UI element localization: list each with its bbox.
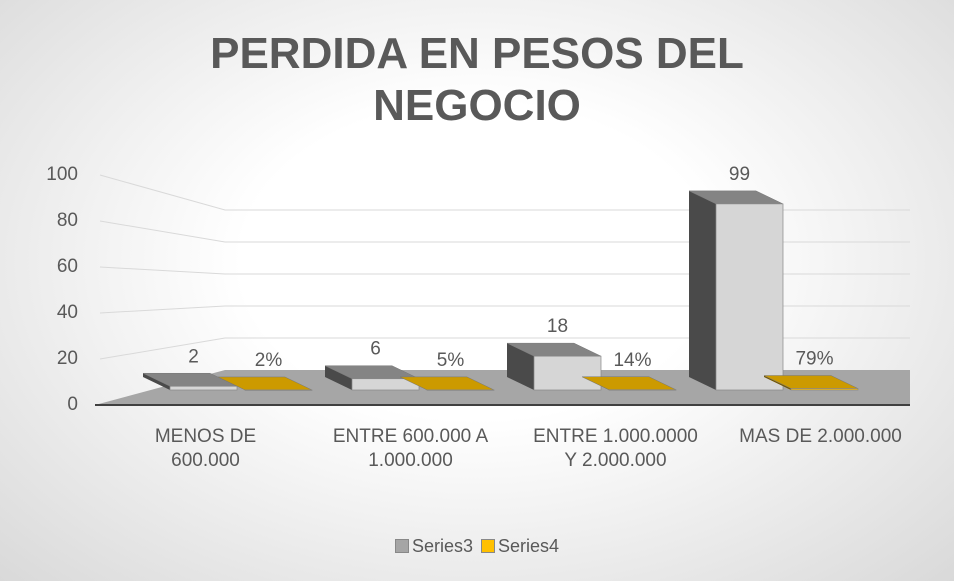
- legend: Series3 Series4: [0, 536, 954, 557]
- data-label: 18: [547, 316, 568, 337]
- bar-side: [689, 190, 716, 390]
- x-tick-label: MAS DE 2.000.000: [739, 426, 902, 447]
- data-label: 2%: [255, 350, 283, 371]
- grid-line: [99, 337, 910, 360]
- grid-line: [99, 305, 910, 314]
- bar: [169, 385, 238, 391]
- data-label: 79%: [795, 349, 833, 370]
- data-label: 14%: [613, 350, 651, 371]
- legend-label: Series4: [498, 536, 560, 556]
- legend-swatch: [481, 539, 495, 553]
- y-tick-label: 80: [57, 210, 78, 231]
- bar-side: [507, 343, 534, 390]
- grid-line: [99, 220, 910, 243]
- grid-line: [99, 174, 910, 211]
- y-tick-label: 60: [57, 256, 78, 277]
- y-tick-label: 0: [67, 394, 78, 415]
- bar-side: [143, 373, 170, 390]
- legend-swatch: [394, 539, 409, 553]
- data-label: 2: [188, 346, 199, 367]
- x-tick-label: MENOS DE 600.000: [154, 426, 257, 471]
- data-label: 5%: [437, 350, 465, 371]
- y-tick-label: 20: [57, 348, 78, 369]
- x-tick-label: ENTRE 1.000.0000 Y 2.000.000: [533, 426, 698, 471]
- bar: [608, 389, 677, 391]
- x-tick-label: ENTRE 600.000 A 1.000.000: [332, 426, 489, 471]
- chart-title: PERDIDA EN PESOS DEL NEGOCIO: [210, 29, 744, 130]
- bar: [426, 389, 495, 391]
- legend-label: Series3: [411, 536, 473, 556]
- bar: [244, 389, 313, 391]
- bar-side: [764, 375, 791, 390]
- bar-side: [325, 365, 352, 390]
- data-label: 99: [729, 164, 750, 185]
- legend-item: Series4: [481, 536, 559, 557]
- legend-item: Series3: [394, 536, 473, 557]
- bar: [715, 203, 784, 391]
- grid-line: [99, 266, 910, 275]
- data-label: 6: [370, 339, 381, 360]
- bar: [533, 355, 602, 391]
- y-tick-label: 100: [46, 164, 78, 185]
- y-tick-label: 40: [57, 302, 78, 323]
- bar: [790, 388, 859, 391]
